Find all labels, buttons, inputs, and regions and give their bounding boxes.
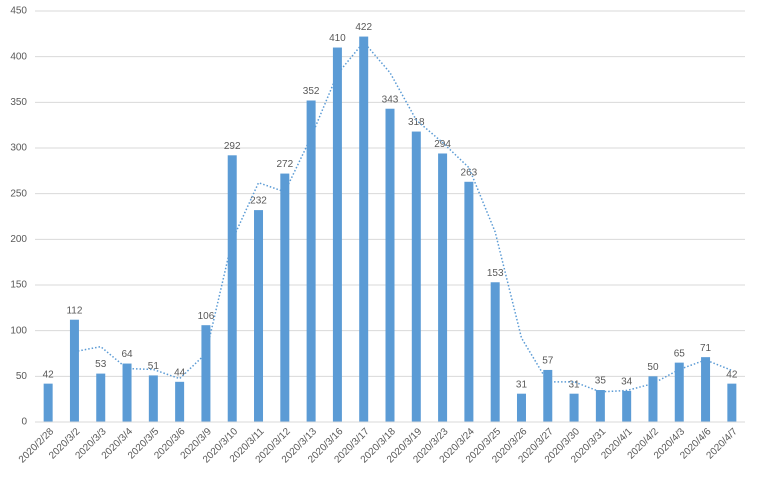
bar: [254, 210, 264, 422]
data-label: 232: [250, 196, 267, 207]
x-tick-label: 2020/2/28: [17, 426, 57, 466]
data-label: 263: [461, 167, 478, 178]
data-label: 343: [382, 94, 399, 105]
bar: [438, 153, 448, 423]
bar: [622, 390, 632, 422]
y-tick-label: 200: [10, 234, 27, 245]
data-label: 71: [700, 343, 712, 354]
y-tick-label: 350: [10, 97, 27, 108]
data-label: 53: [95, 359, 107, 370]
bar: [148, 375, 158, 422]
bar: [543, 369, 553, 422]
y-tick-label: 50: [16, 371, 28, 382]
bar: [175, 381, 185, 422]
data-label: 31: [569, 379, 581, 390]
trendline: [74, 40, 733, 393]
data-label: 292: [224, 141, 241, 152]
data-label: 31: [516, 379, 528, 390]
bar: [201, 325, 211, 422]
y-tick-label: 400: [10, 51, 27, 62]
bar: [595, 390, 605, 422]
bar: [648, 376, 658, 422]
y-tick-label: 300: [10, 143, 27, 154]
bar: [96, 373, 106, 422]
data-label: 318: [408, 117, 425, 128]
data-label: 51: [148, 361, 160, 372]
data-label: 50: [647, 362, 659, 373]
bar: [69, 319, 79, 422]
bar: [227, 155, 237, 422]
data-label: 294: [434, 139, 451, 150]
bar: [411, 131, 421, 422]
bar: [674, 362, 684, 422]
data-label: 35: [595, 376, 607, 387]
bar: [490, 282, 500, 422]
data-label: 422: [355, 22, 372, 33]
data-label: 42: [43, 369, 55, 380]
data-label: 65: [674, 348, 686, 359]
data-label: 57: [542, 356, 554, 367]
data-label: 34: [621, 377, 633, 388]
data-label: 272: [276, 159, 293, 170]
data-label: 352: [303, 86, 320, 97]
data-label: 64: [121, 349, 133, 360]
bar: [464, 181, 474, 422]
data-label: 112: [66, 305, 82, 316]
y-tick-label: 250: [10, 188, 27, 199]
data-label: 42: [726, 369, 738, 380]
y-tick-label: 150: [10, 280, 27, 291]
data-label: 44: [174, 367, 186, 378]
y-tick-label: 0: [21, 417, 27, 428]
y-tick-label: 450: [10, 6, 27, 17]
data-label: 410: [329, 33, 346, 44]
bar: [280, 173, 290, 422]
data-label: 106: [198, 311, 215, 322]
bar: [569, 393, 579, 422]
bar: [727, 383, 737, 422]
bar: [306, 100, 316, 423]
bar: [701, 357, 711, 422]
y-tick-label: 100: [10, 325, 27, 336]
bar: [122, 363, 132, 422]
bar: [359, 36, 369, 422]
bar: [332, 47, 342, 423]
bar: [43, 383, 53, 422]
bar: [385, 108, 395, 422]
bar: [516, 393, 526, 422]
data-label: 153: [487, 268, 504, 279]
